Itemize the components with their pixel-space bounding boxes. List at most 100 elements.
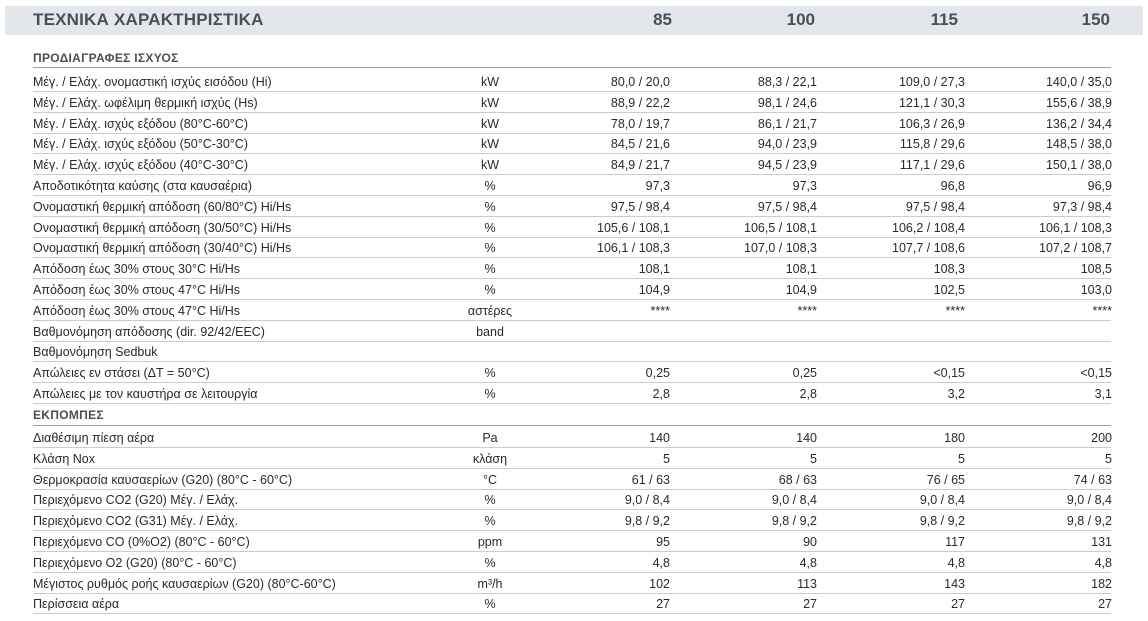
table-row: Περιεχόμενο CO2 (G31) Μέγ. / Ελάχ.% 9,8 /… bbox=[0, 510, 1148, 532]
cell-value: 106,2 / 108,4 bbox=[892, 220, 965, 235]
row-divider bbox=[33, 91, 1111, 92]
cell-value: 0,25 bbox=[792, 366, 817, 381]
row-divider bbox=[33, 153, 1111, 155]
cell-value: 9,8 / 9,2 bbox=[624, 514, 670, 529]
row-divider bbox=[33, 299, 1111, 300]
row-unit: kW bbox=[480, 75, 500, 89]
row-divider bbox=[33, 174, 1111, 176]
row-label: Μέγ. / Ελάχ. ισχύς εξόδου (80°C-60°C) bbox=[33, 116, 248, 131]
row-label: Απώλειες με τον καυστήρα σε λειτουργία bbox=[33, 387, 258, 401]
cell-value: 200 bbox=[1091, 431, 1112, 445]
row-unit: Pa bbox=[482, 431, 498, 445]
cell-value: 103,0 bbox=[1080, 283, 1112, 297]
row-label: Περιεχόμενο CO (0%O2) (80°C - 60°C) bbox=[33, 535, 250, 549]
row-label: Μέγ. / Ελάχ. ισχύς εξόδου (40°C-30°C) bbox=[33, 158, 248, 173]
column-header-100: 100 bbox=[786, 10, 815, 29]
cell-value: 108,5 bbox=[1080, 262, 1112, 277]
table-row: Απώλειες με τον καυστήρα σε λειτουργία% 2… bbox=[0, 383, 1148, 404]
row-unit: kW bbox=[480, 137, 500, 152]
cell-value: 5 bbox=[810, 451, 817, 466]
section-divider bbox=[33, 425, 1111, 426]
row-label: Απόδοση έως 30% στους 30°C Hi/Hs bbox=[33, 262, 241, 277]
cell-value: **** bbox=[650, 303, 670, 318]
row-label: Βαθμονόμηση απόδοσης (dir. 92/42/EEC) bbox=[33, 324, 265, 339]
cell-value: 5 bbox=[663, 451, 670, 466]
table-row: Κλάση Nox κλάση 5 5 5 5 bbox=[0, 448, 1148, 469]
row-unit: % bbox=[484, 283, 496, 297]
cell-value: 108,1 bbox=[638, 262, 670, 277]
row-divider bbox=[33, 361, 1111, 363]
row-label: Θερμοκρασία καυσαερίων (G20) (80°C - 60°… bbox=[33, 472, 293, 487]
cell-value: 4,8 bbox=[799, 555, 817, 570]
cell-value: 131 bbox=[1091, 535, 1112, 549]
cell-value: 98,1 / 24,6 bbox=[757, 95, 817, 110]
cell-value: 9,8 / 9,2 bbox=[919, 514, 965, 529]
cell-value: 4,8 bbox=[652, 555, 670, 570]
cell-value: **** bbox=[797, 303, 817, 318]
row-label: Περιεχόμενο CO2 (G31) Μέγ. / Ελάχ. bbox=[33, 514, 239, 529]
cell-value: 104,9 bbox=[638, 283, 670, 297]
row-label: Μέγιστος ρυθμός ροής καυσαερίων (G20) (8… bbox=[33, 576, 336, 591]
cell-value: 0,25 bbox=[645, 366, 670, 381]
cell-value: 155,6 / 38,9 bbox=[1045, 95, 1112, 110]
cell-value: 97,5 / 98,4 bbox=[610, 199, 670, 214]
row-label: Απόδοση έως 30% στους 47°C Hi/Hs bbox=[33, 303, 241, 318]
cell-value: 88,9 / 22,2 bbox=[610, 95, 670, 110]
cell-value: 86,1 / 21,7 bbox=[757, 116, 817, 131]
cell-value: 104,9 bbox=[785, 283, 817, 297]
row-label: Διαθέσιμη πίεση αέρα bbox=[33, 431, 155, 445]
row-label: Μέγ. / Ελάχ. ισχύς εξόδου (50°C-30°C) bbox=[33, 137, 248, 152]
cell-value: 9,8 / 9,2 bbox=[1066, 514, 1112, 529]
table-row: Ονομαστική θερμική απόδοση (30/40°C) Hi/… bbox=[0, 237, 1148, 259]
cell-value: 115,8 / 29,6 bbox=[899, 137, 965, 152]
table-row: Περιεχόμενο CO2 (G20) Μέγ. / Ελάχ.% 9,0 /… bbox=[0, 489, 1148, 511]
cell-value: **** bbox=[1092, 303, 1112, 318]
table-row: Ονομαστική θερμική απόδοση (30/50°C) Hi/… bbox=[0, 217, 1148, 238]
row-divider bbox=[33, 488, 1111, 490]
cell-value: 90 bbox=[803, 535, 817, 549]
cell-value: 27 bbox=[951, 597, 965, 612]
row-divider bbox=[33, 257, 1111, 259]
row-divider bbox=[33, 530, 1111, 532]
row-divider bbox=[33, 319, 1111, 321]
table-row: Απόδοση έως 30% στους 30°C Hi/Hs% 108,1 10… bbox=[0, 258, 1148, 280]
cell-value: 108,1 bbox=[785, 262, 817, 277]
cell-value: 97,5 / 98,4 bbox=[757, 199, 817, 214]
cell-value: 107,7 / 108,6 bbox=[892, 241, 965, 256]
cell-value: 88,3 / 22,1 bbox=[757, 75, 817, 89]
page-title: ΤΕΧΝΙΚΑ ΧΑΡΑΚΤΗΡΙΣΤΙΚΑ bbox=[33, 10, 264, 29]
row-label: Περίσσεια αέρα bbox=[33, 597, 120, 612]
row-unit: % bbox=[484, 366, 496, 381]
cell-value: 102,5 bbox=[933, 283, 965, 297]
section-title: ΠΡΟΔΙΑΓΡΑΦΕΣ ΙΣΧΥΟΣ bbox=[33, 51, 179, 65]
section-title: ΕΚΠΟΜΠΕΣ bbox=[33, 408, 104, 422]
cell-value: 121,1 / 30,3 bbox=[898, 95, 965, 110]
cell-value: 143 bbox=[944, 576, 965, 591]
table-row: Απόδοση έως 30% στους 47°C Hi/Hs% 104,9 10… bbox=[0, 279, 1148, 300]
table-row: Αποδοτικότητα καύσης (στα καυσαέρια)% 97,… bbox=[0, 175, 1148, 196]
row-unit: kW bbox=[480, 116, 500, 131]
cell-value: 95 bbox=[656, 535, 670, 549]
row-divider bbox=[33, 382, 1111, 384]
cell-value: 97,3 bbox=[792, 179, 817, 193]
cell-value: 106,1 / 108,3 bbox=[1039, 220, 1112, 235]
row-unit: band bbox=[476, 324, 504, 339]
cell-value: 3,1 bbox=[1094, 387, 1112, 401]
row-label: Περιεχόμενο CO2 (G20) Μέγ. / Ελάχ. bbox=[33, 493, 239, 508]
row-divider bbox=[33, 467, 1111, 469]
row-divider bbox=[33, 236, 1111, 238]
cell-value: 61 / 63 bbox=[631, 472, 670, 487]
cell-value: **** bbox=[945, 303, 965, 318]
table-row: Μέγ. / Ελάχ. ονομαστική ισχύς εισόδου (H… bbox=[0, 71, 1148, 92]
row-divider bbox=[33, 613, 1111, 615]
cell-value: 68 / 63 bbox=[778, 472, 817, 487]
cell-value: 78,0 / 19,7 bbox=[610, 116, 670, 131]
cell-value: 9,0 / 8,4 bbox=[919, 493, 965, 508]
row-divider bbox=[33, 215, 1111, 217]
row-label: Απώλειες εν στάσει (ΔT = 50°C) bbox=[33, 366, 210, 381]
cell-value: 9,0 / 8,4 bbox=[771, 493, 817, 508]
row-divider bbox=[33, 111, 1111, 113]
column-header-115: 115 bbox=[930, 10, 958, 29]
cell-value: 113 bbox=[797, 576, 817, 591]
